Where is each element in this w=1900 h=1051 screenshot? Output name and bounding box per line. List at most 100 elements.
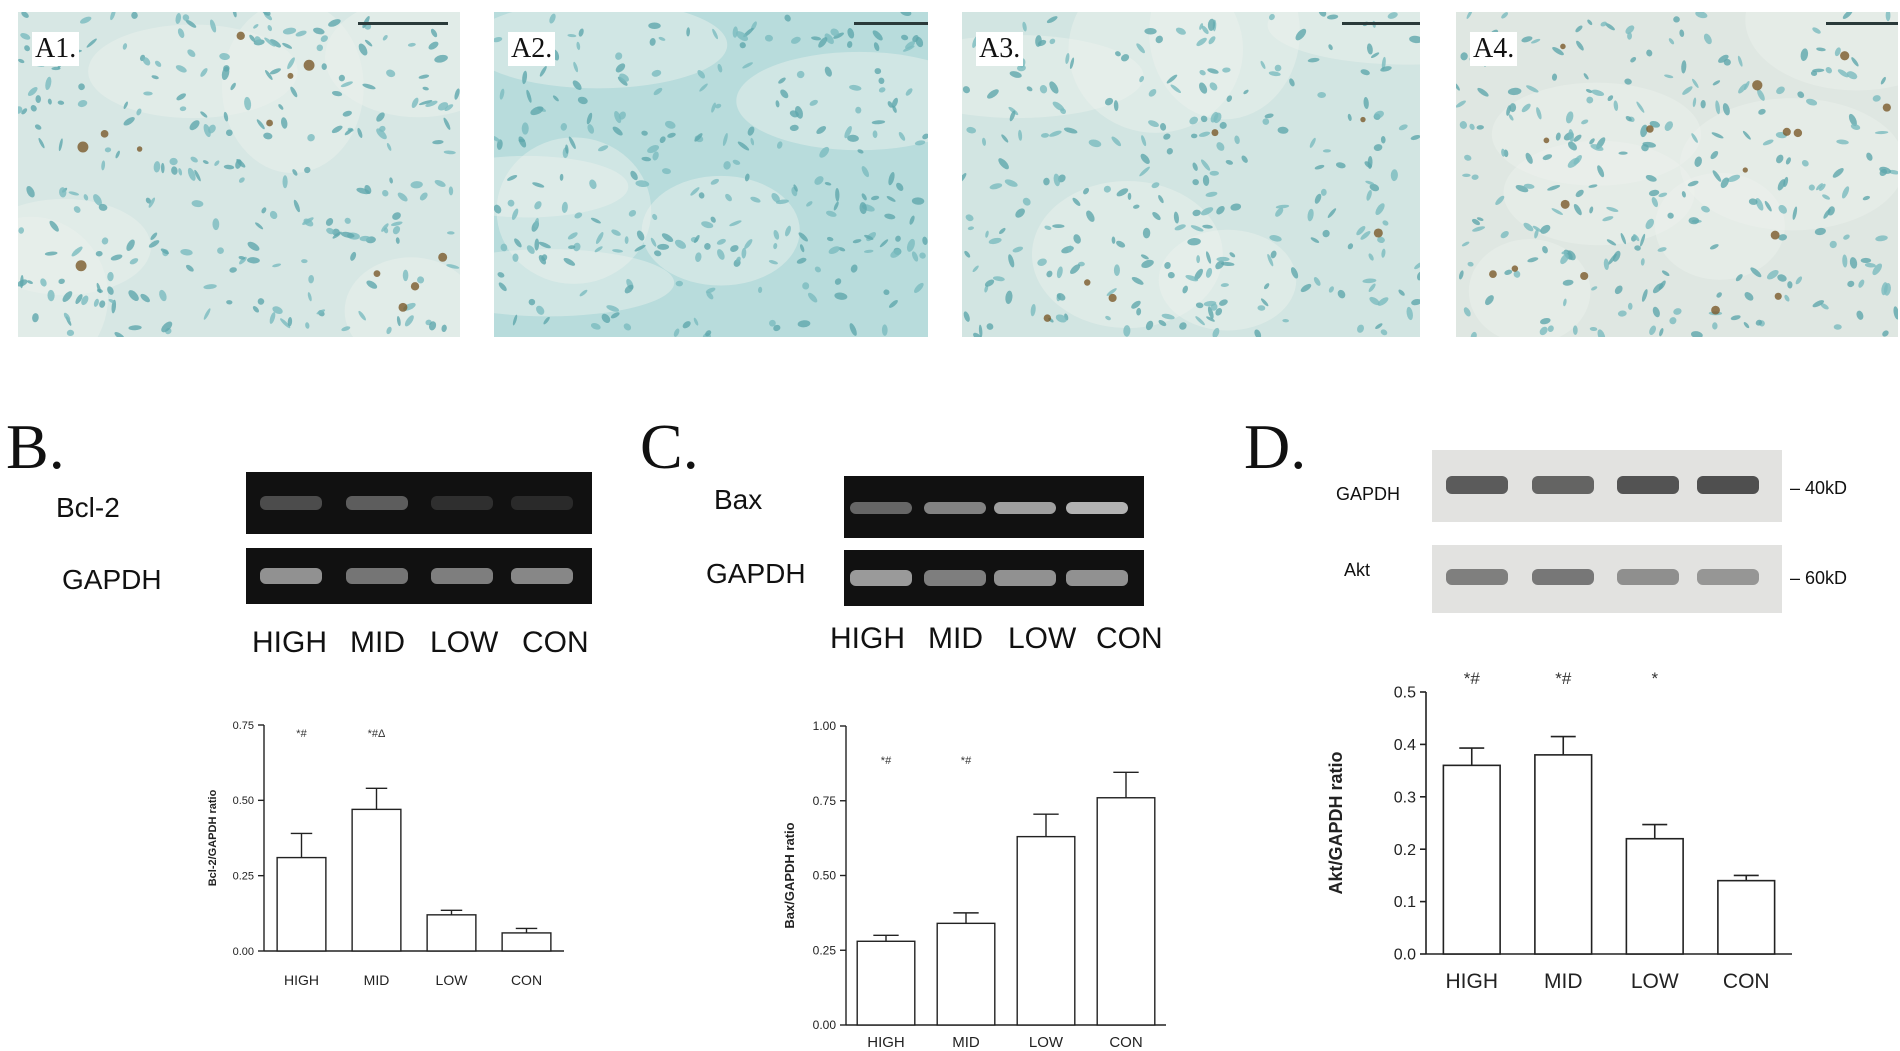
cell-nucleus [1190, 225, 1204, 232]
cell-nucleus [1222, 67, 1231, 73]
cell-nucleus [796, 257, 807, 264]
cell-nucleus [1880, 76, 1886, 85]
cell-nucleus [404, 315, 414, 327]
gel-band [431, 568, 493, 584]
cell-nucleus [1111, 136, 1122, 147]
cell-nucleus [963, 311, 970, 322]
cell-nucleus [1314, 193, 1322, 204]
bar [1096, 797, 1156, 1026]
cell-nucleus [63, 312, 71, 322]
cell-nucleus [389, 177, 393, 184]
cell-nucleus [177, 28, 185, 38]
cell-nucleus [1860, 257, 1872, 264]
cell-nucleus [1568, 129, 1574, 142]
cell-nucleus [649, 38, 656, 46]
cell-nucleus [1843, 234, 1850, 240]
cell-nucleus [659, 136, 666, 144]
cell-nucleus [110, 254, 123, 261]
x-tick-label: CON [511, 972, 542, 988]
cell-nucleus [1688, 217, 1700, 225]
cell-nucleus [722, 133, 728, 146]
cell-nucleus [1658, 280, 1666, 290]
cell-nucleus [364, 184, 372, 195]
cell-nucleus [1504, 269, 1513, 275]
gel-band [260, 568, 322, 584]
cell-nucleus [278, 104, 284, 110]
cell-nucleus [1314, 164, 1325, 170]
cell-nucleus [341, 326, 351, 332]
cell-nucleus [1509, 103, 1517, 113]
x-tick-label: LOW [1631, 970, 1679, 993]
stained-cell [1211, 129, 1219, 137]
cell-nucleus [872, 130, 878, 139]
cell-nucleus [1049, 130, 1062, 137]
cell-nucleus [847, 134, 859, 142]
cell-nucleus [1648, 189, 1660, 197]
cell-nucleus [1700, 100, 1706, 109]
cell-nucleus [1874, 131, 1889, 135]
cell-nucleus [47, 98, 52, 105]
cell-nucleus [1829, 240, 1837, 249]
cell-nucleus [750, 196, 761, 203]
cell-nucleus [1792, 206, 1798, 220]
panel-letter-d: D. [1244, 411, 1307, 482]
cell-nucleus [789, 124, 799, 132]
cell-nucleus [798, 232, 808, 242]
cell-nucleus [1004, 179, 1018, 187]
cell-nucleus [1552, 47, 1564, 56]
cell-nucleus [780, 89, 789, 99]
cell-nucleus [143, 91, 153, 96]
cell-nucleus [962, 86, 970, 94]
cell-nucleus [417, 276, 425, 284]
cell-nucleus [1573, 203, 1582, 216]
cell-nucleus [269, 312, 276, 324]
cell-nucleus [1116, 188, 1129, 197]
cell-nucleus [966, 126, 977, 134]
cell-nucleus [648, 22, 661, 30]
cell-nucleus [494, 204, 502, 214]
cell-nucleus [78, 83, 85, 91]
cell-nucleus [342, 110, 352, 117]
panel-letter-b: B. [6, 411, 65, 482]
cell-nucleus [1328, 286, 1334, 293]
cell-nucleus [1115, 51, 1121, 57]
cell-nucleus [402, 269, 409, 282]
cell-nucleus [1513, 270, 1521, 278]
cell-nucleus [1382, 220, 1389, 226]
cell-nucleus [1268, 13, 1275, 21]
cell-nucleus [1694, 156, 1702, 167]
cell-nucleus [1624, 78, 1632, 85]
cell-nucleus [434, 54, 448, 63]
cell-nucleus [507, 199, 515, 207]
cell-nucleus [1362, 278, 1377, 284]
cell-nucleus [59, 187, 67, 198]
cell-nucleus [1380, 329, 1388, 336]
cell-nucleus [538, 241, 551, 249]
cell-nucleus [1539, 317, 1551, 325]
cell-nucleus [717, 63, 723, 73]
cell-nucleus [1411, 298, 1420, 306]
cell-nucleus [376, 128, 387, 140]
cell-nucleus [1456, 82, 1460, 91]
cell-nucleus [773, 243, 778, 250]
cell-nucleus [386, 326, 392, 335]
x-tick-label: MID [1544, 970, 1583, 993]
cell-nucleus [359, 235, 371, 242]
cell-nucleus [1268, 71, 1281, 77]
cell-nucleus [1369, 183, 1380, 192]
cell-nucleus [1148, 120, 1159, 128]
gel-bands [260, 496, 573, 510]
cell-nucleus [1460, 52, 1468, 61]
micrograph-a3: A3. [962, 12, 1420, 337]
cell-nucleus [27, 87, 38, 97]
cell-nucleus [771, 193, 780, 203]
cell-nucleus [922, 236, 928, 246]
cell-nucleus [179, 106, 187, 112]
cell-nucleus [972, 265, 979, 273]
cell-nucleus [20, 274, 24, 289]
cell-nucleus [1846, 71, 1858, 80]
cell-nucleus [1885, 12, 1891, 22]
stained-cell [100, 129, 109, 138]
cell-nucleus [1254, 329, 1262, 337]
cell-nucleus [175, 12, 182, 25]
